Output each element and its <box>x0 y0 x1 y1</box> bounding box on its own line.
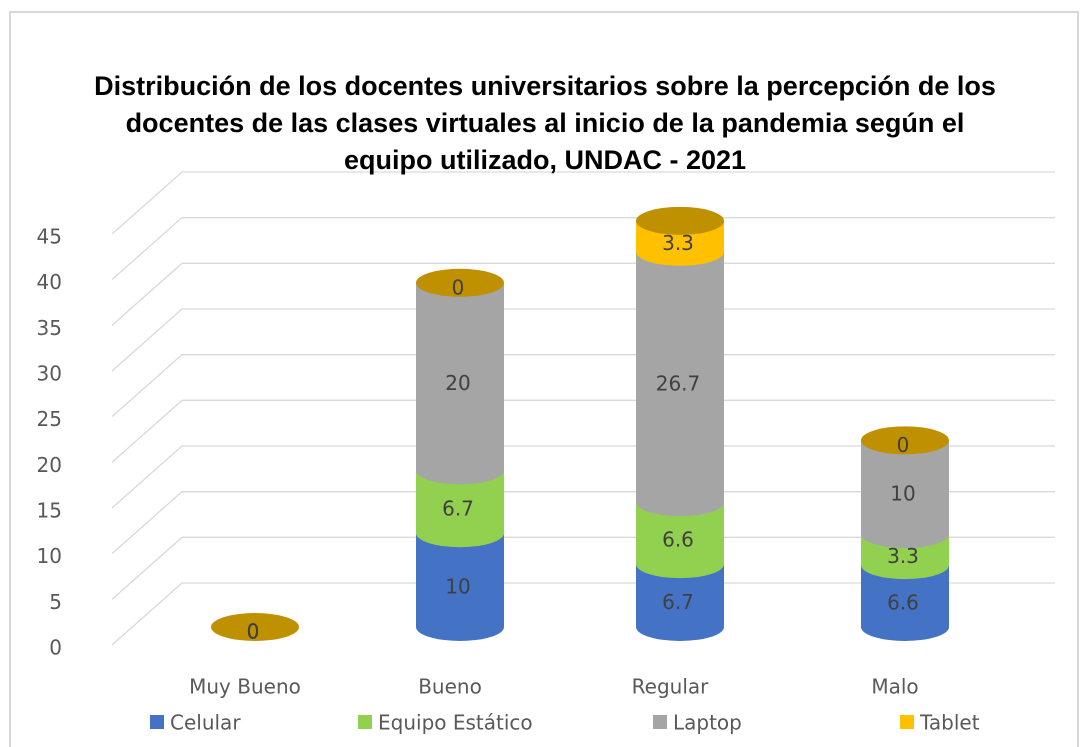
grid-line <box>111 399 1055 463</box>
y-tick-label: 25 <box>37 407 62 431</box>
y-tick-label: 15 <box>37 499 62 523</box>
data-label: 3.3 <box>887 544 919 568</box>
bar <box>861 440 949 535</box>
legend-swatch <box>900 715 914 729</box>
legend-label: Equipo Estático <box>378 711 533 735</box>
legend-label: Celular <box>170 711 241 735</box>
data-label: 0 <box>247 620 260 644</box>
bar-top <box>636 206 724 235</box>
bar-top <box>211 613 299 641</box>
x-tick-label: Regular <box>632 675 709 699</box>
legend-label: Laptop <box>673 711 742 735</box>
grid-line <box>111 445 1055 509</box>
grid-line <box>111 217 1055 281</box>
data-label: 0 <box>897 433 910 457</box>
y-tick-label: 5 <box>49 590 62 614</box>
data-label: 0 <box>247 620 260 644</box>
grid-line <box>111 308 1055 372</box>
data-label: 20 <box>445 371 470 395</box>
grid-line <box>111 171 1055 235</box>
y-tick-label: 30 <box>37 362 62 386</box>
y-tick-label: 20 <box>37 453 62 477</box>
data-label: 3.3 <box>662 231 694 255</box>
bar-top <box>416 268 504 297</box>
grid-line <box>111 491 1055 555</box>
grid-line <box>111 262 1055 326</box>
x-tick-label: Bueno <box>418 675 482 699</box>
data-label: 0 <box>452 275 465 299</box>
data-label: 6.7 <box>662 590 694 614</box>
data-label: 10 <box>445 575 470 599</box>
y-tick-label: 10 <box>37 544 62 568</box>
data-label: 6.6 <box>887 591 919 615</box>
x-tick-label: Malo <box>871 675 918 699</box>
grid-line <box>111 582 1055 646</box>
grid-line <box>111 354 1055 418</box>
legend-swatch <box>150 715 164 729</box>
x-tick-label: Muy Bueno <box>189 675 301 699</box>
grid-line <box>111 536 1055 600</box>
bar-top <box>861 426 949 455</box>
data-label: 10 <box>890 482 915 506</box>
legend-label: Tablet <box>919 711 980 735</box>
chart-border <box>9 11 1079 747</box>
data-label: 6.6 <box>662 528 694 552</box>
data-label: 26.7 <box>656 372 701 396</box>
data-label: 0 <box>247 620 260 644</box>
y-tick-label: 35 <box>37 316 62 340</box>
y-tick-label: 40 <box>37 270 62 294</box>
data-label: 6.7 <box>442 496 474 520</box>
legend-swatch <box>358 715 372 729</box>
chart-title: Distribución de los docentes universitar… <box>94 71 996 175</box>
bar <box>416 282 504 471</box>
data-label: 0 <box>247 620 260 644</box>
legend-swatch <box>653 715 667 729</box>
y-tick-label: 45 <box>37 225 62 249</box>
y-tick-label: 0 <box>49 636 62 660</box>
bar <box>416 533 504 627</box>
bar <box>636 251 724 503</box>
